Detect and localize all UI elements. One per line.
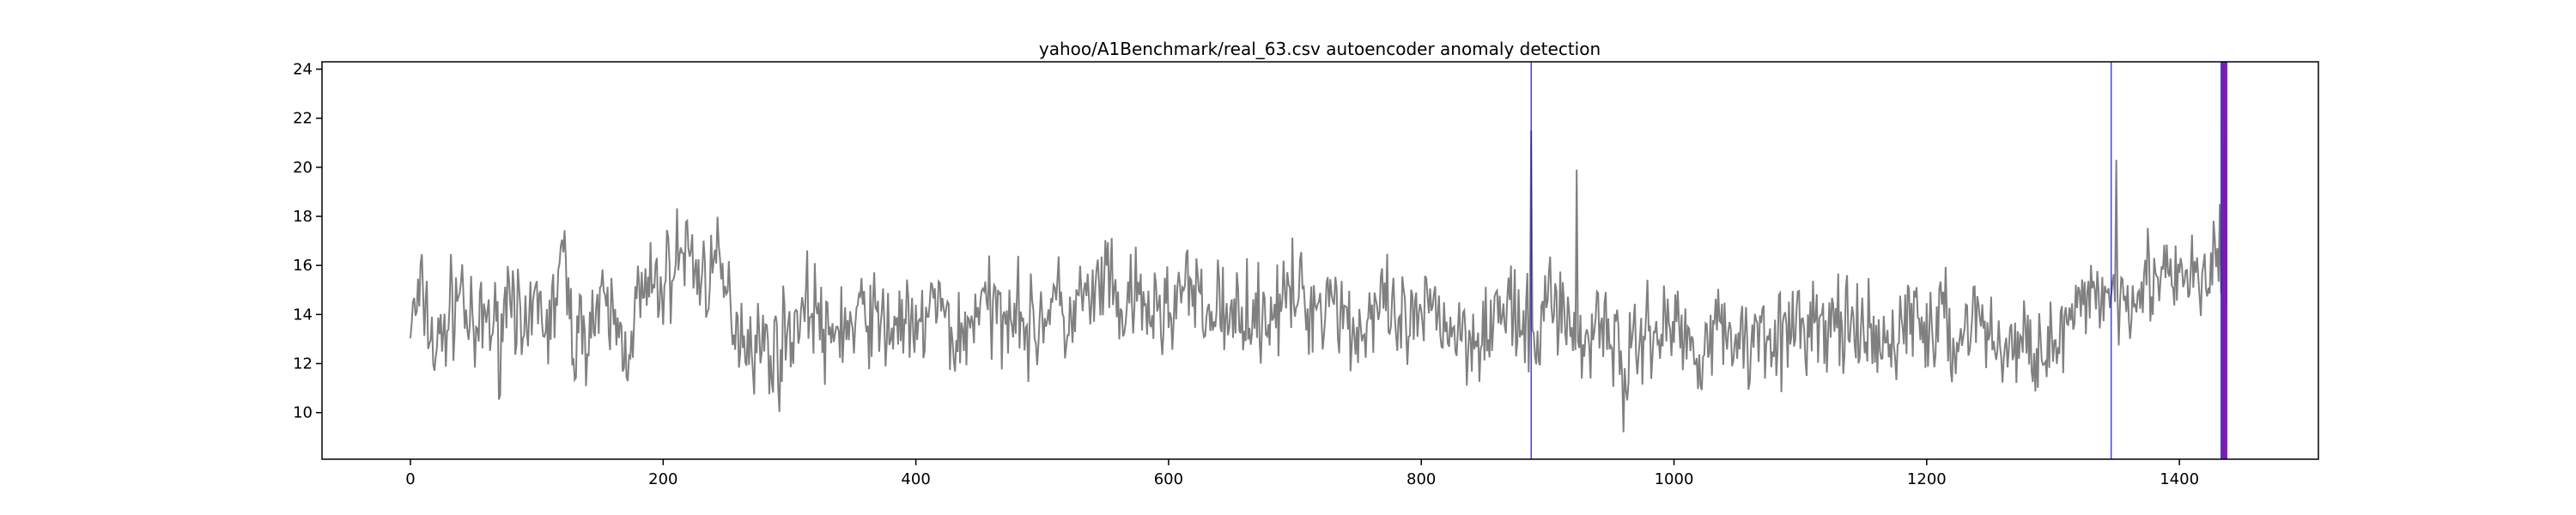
y-tick-label-0: 10 [293, 404, 313, 422]
y-tick-label-1: 12 [293, 355, 313, 373]
x-tick-label-0: 0 [405, 470, 415, 488]
x-tick-label-5: 1000 [1655, 470, 1694, 488]
series-line [410, 118, 2227, 433]
axes: 0 200 400 600 800 1000 1200 1400 10 12 14 16 18 20 22 2… [293, 61, 2319, 488]
x-tick-label-7: 1400 [2160, 470, 2199, 488]
chart-title: yahoo/A1Benchmark/real_63.csv autoencode… [1039, 39, 1601, 59]
y-tick-label-3: 16 [293, 257, 313, 275]
plot-frame [321, 61, 2319, 460]
x-tick-label-2: 400 [901, 470, 930, 488]
plot-area [410, 62, 2228, 459]
x-tick-label-1: 200 [648, 470, 677, 488]
y-tick-label-4: 18 [293, 208, 313, 226]
y-tick-label-7: 24 [293, 61, 313, 79]
x-tick-label-3: 600 [1154, 470, 1183, 488]
x-tick-label-4: 800 [1406, 470, 1436, 488]
y-tick-label-5: 20 [293, 159, 313, 177]
x-tick-label-6: 1200 [1907, 470, 1947, 488]
anomaly-region-0 [2221, 62, 2228, 459]
y-tick-label-2: 14 [293, 306, 313, 324]
y-tick-label-6: 22 [293, 110, 313, 128]
